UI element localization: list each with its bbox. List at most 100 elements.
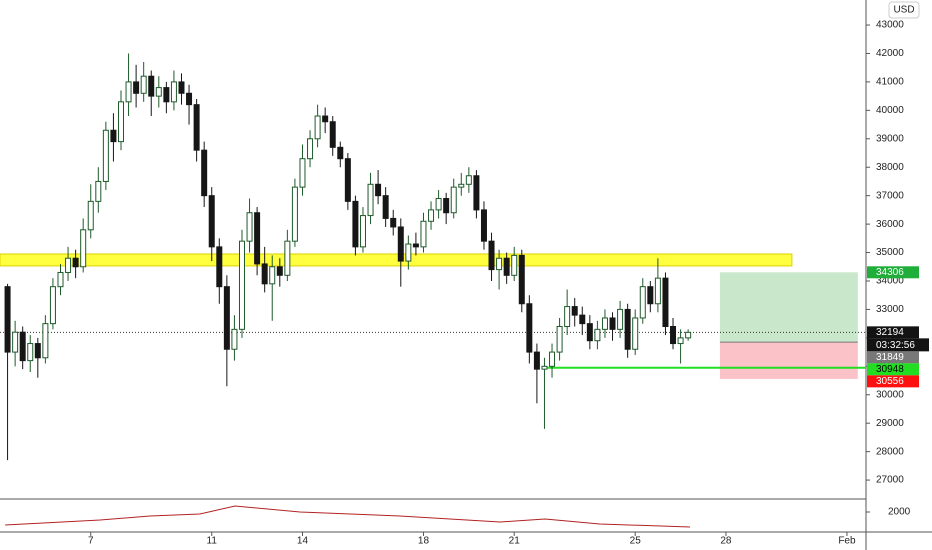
loss-area [719, 342, 858, 379]
y-tick-label: 27000 [876, 475, 904, 486]
x-tick-label: 28 [720, 536, 732, 547]
candle-body [57, 271, 64, 288]
candle-body [571, 306, 578, 316]
y-tick-label: 41000 [876, 77, 904, 88]
x-tick-label: 11 [207, 536, 218, 547]
candle-body [322, 115, 329, 123]
candle-body [163, 87, 170, 103]
price-label: 30948 [876, 364, 904, 375]
countdown-box [867, 338, 929, 352]
candle-body [19, 331, 26, 362]
candle-body [685, 331, 692, 339]
candle-body [465, 175, 472, 185]
candle-body [428, 209, 435, 222]
candle-body [72, 257, 79, 268]
candle-body [480, 209, 487, 242]
price-label-box [867, 266, 919, 279]
candle-body [601, 317, 608, 330]
candle-body [647, 286, 654, 305]
candle-body [367, 183, 374, 217]
candle-body [670, 325, 677, 345]
price-label-box [867, 351, 919, 364]
y-tick-label: 28000 [876, 446, 904, 457]
candle-body [390, 217, 397, 228]
candle-body [412, 243, 419, 248]
candle-body [4, 286, 11, 353]
candle-body [276, 266, 283, 276]
candle-body [80, 229, 87, 268]
price-label-box [867, 375, 919, 388]
y-tick-label: 35000 [876, 247, 904, 258]
candle-body [314, 115, 321, 140]
candle-body [503, 257, 510, 276]
x-tick-label: 14 [297, 536, 309, 547]
x-tick-label: 21 [509, 536, 521, 547]
candle-body [541, 365, 548, 370]
price-label-box [867, 363, 919, 376]
candle-body [133, 81, 140, 94]
candle-body [95, 180, 102, 202]
candle-body [488, 240, 495, 271]
currency: USD [893, 5, 914, 16]
candle-body [352, 200, 359, 248]
candle-body [87, 200, 94, 231]
candle-body [140, 75, 147, 94]
y-tick-label: 38000 [876, 162, 904, 173]
candle-body [246, 212, 253, 242]
indicator-y-tick-label: 2000 [888, 507, 911, 518]
x-tick-label: Feb [838, 536, 856, 547]
candle-body [450, 186, 457, 214]
candle-body [420, 220, 427, 248]
candle-body [579, 314, 586, 325]
candle-body [654, 277, 661, 305]
candle-body [458, 183, 465, 188]
candle-body [201, 149, 208, 197]
candle-body [307, 138, 314, 160]
candle-body [231, 328, 238, 350]
candle-body [397, 226, 404, 262]
candle-body [261, 263, 268, 285]
y-tick-label: 39000 [876, 133, 904, 144]
candle-body [639, 286, 646, 319]
candle-body [148, 75, 155, 97]
price-label: 30556 [876, 376, 904, 387]
candle-body [518, 254, 525, 305]
candle-body [223, 286, 230, 350]
candle-body [564, 306, 571, 327]
candle-body [291, 186, 298, 242]
y-tick-label: 37000 [876, 190, 904, 201]
candle-body [27, 343, 34, 362]
candle-body [443, 198, 450, 214]
candle-body [609, 317, 616, 330]
candle-body [586, 323, 593, 342]
candle-body [170, 81, 177, 103]
resistance-zone [0, 253, 793, 267]
profit-area [719, 272, 858, 343]
candle-body [556, 325, 563, 353]
y-tick-label: 43000 [876, 20, 904, 31]
currency-box[interactable] [888, 1, 920, 19]
candle-body [125, 81, 132, 103]
candle-body [375, 183, 382, 197]
price-label: 34306 [876, 267, 904, 278]
price-label: 32194 [876, 327, 904, 338]
candle-body [49, 286, 56, 325]
candle-body [208, 195, 215, 248]
candle-body [617, 308, 624, 330]
candle-body [216, 246, 223, 288]
candle-body [526, 303, 533, 353]
candle-body [496, 257, 503, 271]
y-tick-label: 33000 [876, 304, 904, 315]
x-tick-label: 7 [88, 536, 94, 547]
candle-body [117, 101, 124, 143]
candle-body [42, 323, 49, 359]
y-tick-label: 29000 [876, 418, 904, 429]
y-tick-label: 40000 [876, 105, 904, 116]
candle-body [344, 158, 351, 202]
candle-body [186, 92, 193, 106]
candle-body [405, 243, 412, 262]
candle-body [269, 266, 276, 285]
y-tick-label: 30000 [876, 389, 904, 400]
